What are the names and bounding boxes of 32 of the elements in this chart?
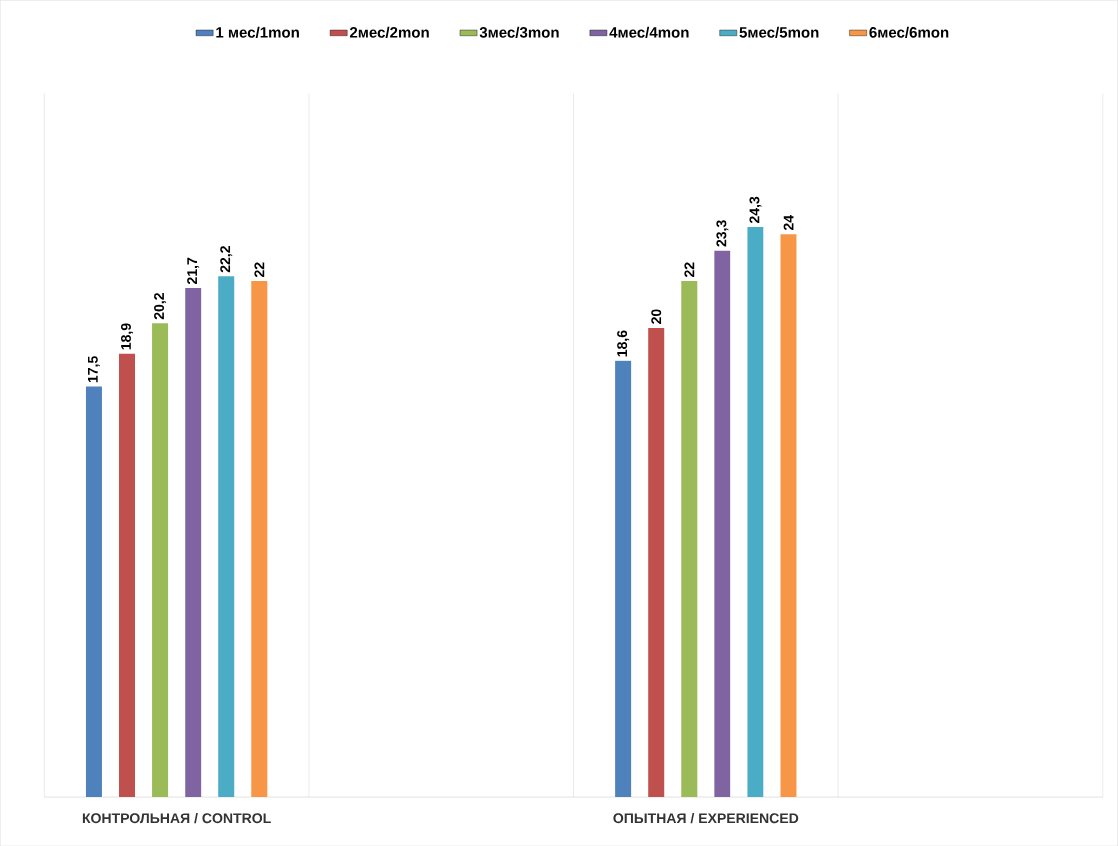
bar [251, 280, 268, 797]
bar [780, 233, 797, 797]
data-label: 22 [684, 262, 695, 277]
legend-label: 2мес/2mon [349, 26, 429, 38]
data-label: 24,3 [749, 196, 762, 223]
data-label: 21,7 [187, 257, 200, 284]
legend-label: 6мес/6mon [869, 26, 949, 38]
bar [747, 226, 764, 797]
legend-label: 3мес/3mon [479, 26, 559, 38]
data-label: 22 [254, 262, 265, 277]
bar [681, 280, 698, 797]
data-label: 17,5 [88, 355, 100, 382]
bar [615, 360, 632, 797]
bar [714, 250, 731, 797]
x-tick-label: КОНТРОЛЬНАЯ / CONTROL [82, 812, 271, 824]
data-label: 20 [651, 309, 662, 324]
bar [218, 276, 235, 797]
legend-label: 5мес/5mon [739, 26, 819, 38]
bar [118, 353, 136, 797]
data-label: 20,2 [154, 292, 167, 320]
data-label: 23,3 [716, 220, 729, 247]
legend-label: 4мес/4mon [609, 26, 689, 38]
x-tick-label: ОПЫТНАЯ / EXPERIENCED [613, 812, 799, 824]
bar [185, 287, 202, 797]
data-label: 18,6 [617, 330, 630, 357]
bar [85, 386, 102, 797]
data-label: 18,9 [121, 323, 133, 350]
data-label: 22,2 [220, 245, 233, 273]
data-label: 24 [783, 214, 794, 230]
legend-label: 1 мес/1mon [216, 26, 299, 38]
bar [648, 327, 665, 797]
bar [152, 323, 169, 797]
